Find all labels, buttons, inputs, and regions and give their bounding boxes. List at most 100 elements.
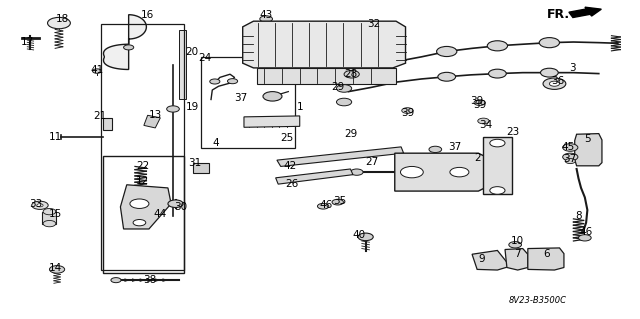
Circle shape bbox=[93, 69, 101, 73]
Text: 6: 6 bbox=[543, 249, 550, 259]
Text: 20: 20 bbox=[186, 47, 198, 57]
Circle shape bbox=[32, 201, 48, 209]
Bar bbox=[483, 137, 512, 194]
Text: 45: 45 bbox=[562, 143, 575, 152]
Text: 21: 21 bbox=[93, 111, 106, 121]
Polygon shape bbox=[277, 147, 404, 167]
Text: 7: 7 bbox=[515, 249, 521, 259]
Text: 29: 29 bbox=[344, 129, 357, 139]
Circle shape bbox=[401, 167, 423, 178]
Polygon shape bbox=[243, 21, 406, 68]
Circle shape bbox=[36, 204, 43, 207]
Text: 8V23-B3500C: 8V23-B3500C bbox=[509, 295, 567, 305]
Text: 22: 22 bbox=[136, 161, 149, 171]
Text: 2: 2 bbox=[474, 153, 481, 163]
Text: 1: 1 bbox=[296, 102, 303, 112]
Circle shape bbox=[263, 92, 282, 101]
Circle shape bbox=[563, 153, 578, 161]
Circle shape bbox=[579, 235, 591, 241]
Circle shape bbox=[43, 220, 56, 227]
Circle shape bbox=[344, 70, 359, 78]
Polygon shape bbox=[276, 169, 353, 184]
Text: 29: 29 bbox=[331, 83, 344, 93]
Bar bbox=[201, 57, 294, 148]
Text: 37: 37 bbox=[448, 143, 461, 152]
Circle shape bbox=[351, 169, 363, 175]
Text: 12: 12 bbox=[136, 176, 149, 186]
FancyArrow shape bbox=[569, 7, 602, 18]
Text: 16: 16 bbox=[141, 10, 154, 20]
Text: 38: 38 bbox=[143, 275, 157, 285]
Text: 30: 30 bbox=[174, 202, 187, 212]
Circle shape bbox=[111, 278, 121, 283]
Circle shape bbox=[565, 159, 575, 164]
Circle shape bbox=[563, 144, 578, 151]
Polygon shape bbox=[104, 15, 147, 70]
Text: 36: 36 bbox=[551, 76, 564, 86]
Circle shape bbox=[337, 98, 352, 106]
Circle shape bbox=[436, 47, 457, 56]
Circle shape bbox=[47, 18, 70, 29]
Circle shape bbox=[541, 68, 558, 77]
Circle shape bbox=[49, 266, 65, 273]
Text: 39: 39 bbox=[470, 96, 484, 106]
Text: 40: 40 bbox=[353, 230, 366, 240]
Text: 17: 17 bbox=[20, 37, 34, 47]
Circle shape bbox=[429, 146, 442, 152]
Text: 25: 25 bbox=[280, 133, 294, 143]
Text: 31: 31 bbox=[188, 158, 201, 168]
Circle shape bbox=[133, 219, 146, 226]
Circle shape bbox=[130, 199, 149, 208]
Text: 14: 14 bbox=[49, 263, 62, 272]
Circle shape bbox=[43, 208, 56, 215]
Circle shape bbox=[549, 81, 559, 86]
Text: 39: 39 bbox=[473, 100, 486, 110]
Circle shape bbox=[543, 78, 566, 89]
Text: 23: 23 bbox=[507, 127, 520, 137]
Text: 37: 37 bbox=[564, 154, 577, 165]
Text: 10: 10 bbox=[511, 236, 524, 246]
Circle shape bbox=[337, 85, 352, 92]
Circle shape bbox=[166, 106, 179, 112]
Circle shape bbox=[488, 69, 506, 78]
Text: 19: 19 bbox=[186, 102, 198, 112]
Circle shape bbox=[490, 139, 505, 147]
Polygon shape bbox=[257, 68, 396, 84]
Polygon shape bbox=[505, 249, 528, 270]
Text: 34: 34 bbox=[479, 120, 493, 130]
Text: 46: 46 bbox=[579, 226, 593, 236]
Text: FR.: FR. bbox=[547, 8, 570, 21]
Text: 39: 39 bbox=[401, 108, 414, 118]
Text: 3: 3 bbox=[569, 63, 575, 73]
Text: 37: 37 bbox=[234, 93, 248, 103]
Circle shape bbox=[317, 204, 329, 209]
Text: 24: 24 bbox=[198, 53, 211, 63]
Polygon shape bbox=[472, 250, 510, 270]
Circle shape bbox=[450, 167, 469, 177]
Polygon shape bbox=[120, 185, 171, 229]
Text: 9: 9 bbox=[478, 254, 485, 264]
Circle shape bbox=[260, 16, 273, 22]
Text: 35: 35 bbox=[333, 196, 347, 205]
Circle shape bbox=[490, 187, 505, 194]
Circle shape bbox=[438, 72, 456, 81]
Text: 27: 27 bbox=[365, 157, 379, 167]
Bar bbox=[179, 30, 186, 100]
Bar bbox=[101, 24, 184, 270]
Circle shape bbox=[474, 100, 485, 106]
Text: 32: 32 bbox=[367, 19, 381, 29]
Text: 8: 8 bbox=[575, 211, 582, 221]
Circle shape bbox=[478, 118, 489, 124]
Text: 13: 13 bbox=[148, 110, 162, 120]
Bar bbox=[42, 211, 56, 224]
Text: 43: 43 bbox=[259, 10, 273, 20]
Polygon shape bbox=[528, 248, 564, 270]
Circle shape bbox=[487, 41, 508, 51]
Circle shape bbox=[168, 200, 183, 207]
Text: 18: 18 bbox=[56, 14, 69, 24]
Circle shape bbox=[402, 108, 413, 113]
Polygon shape bbox=[575, 134, 602, 166]
Text: 42: 42 bbox=[283, 161, 296, 171]
Text: 28: 28 bbox=[344, 69, 357, 78]
Text: 5: 5 bbox=[584, 134, 591, 144]
